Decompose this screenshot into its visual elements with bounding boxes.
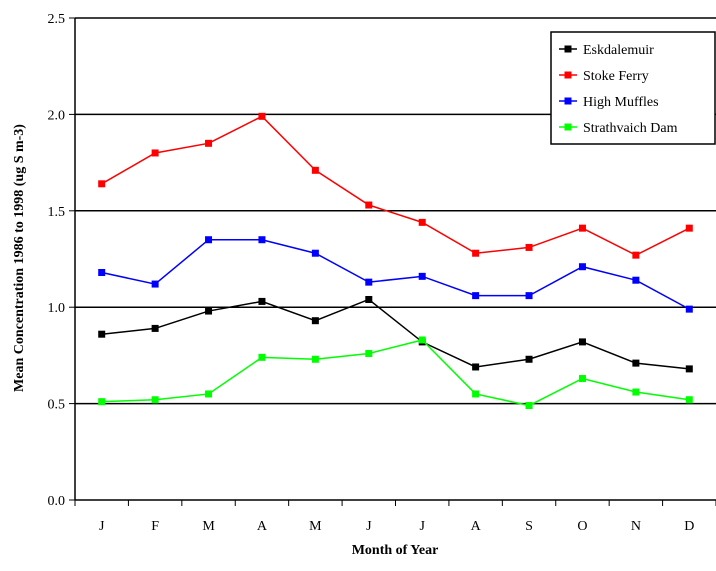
- series: [98, 113, 693, 409]
- data-point-high-muffles: [205, 236, 212, 243]
- legend-label-stoke-ferry: Stoke Ferry: [583, 69, 649, 84]
- data-point-eskdalemuir: [526, 356, 533, 363]
- y-axis-title: Mean Concentration 1986 to 1998 (ug S m-…: [12, 124, 27, 392]
- data-point-stoke-ferry: [632, 252, 639, 259]
- data-point-high-muffles: [312, 250, 319, 257]
- data-point-eskdalemuir: [632, 360, 639, 367]
- data-point-strathvaich-dam: [152, 396, 159, 403]
- data-point-high-muffles: [152, 281, 159, 288]
- legend: Eskdalemuir Stoke Ferry High Muffles Strath…: [551, 32, 715, 144]
- data-point-strathvaich-dam: [419, 336, 426, 343]
- y-tick-label: 1.0: [48, 301, 66, 316]
- data-point-eskdalemuir: [152, 325, 159, 332]
- data-point-eskdalemuir: [312, 317, 319, 324]
- data-point-stoke-ferry: [419, 219, 426, 226]
- data-point-high-muffles: [258, 236, 265, 243]
- data-point-high-muffles: [419, 273, 426, 280]
- data-point-eskdalemuir: [98, 331, 105, 338]
- data-point-eskdalemuir: [579, 338, 586, 345]
- x-tick-label: S: [525, 519, 533, 534]
- x-tick-label: A: [471, 519, 482, 534]
- series-line-high-muffles: [102, 240, 690, 309]
- data-point-strathvaich-dam: [365, 350, 372, 357]
- data-point-high-muffles: [365, 279, 372, 286]
- data-point-high-muffles: [526, 292, 533, 299]
- data-point-high-muffles: [98, 269, 105, 276]
- y-tick-label: 1.5: [48, 205, 66, 220]
- data-point-eskdalemuir: [686, 365, 693, 372]
- data-point-eskdalemuir: [258, 298, 265, 305]
- x-tick-label: D: [684, 519, 694, 534]
- x-axis-title: Month of Year: [352, 543, 439, 558]
- legend-label-eskdalemuir: Eskdalemuir: [583, 43, 654, 58]
- series-line-eskdalemuir: [102, 299, 690, 368]
- data-point-high-muffles: [686, 306, 693, 313]
- data-point-stoke-ferry: [98, 180, 105, 187]
- data-point-stoke-ferry: [205, 140, 212, 147]
- data-point-stoke-ferry: [312, 167, 319, 174]
- data-point-strathvaich-dam: [686, 396, 693, 403]
- data-point-stoke-ferry: [472, 250, 479, 257]
- legend-label-high-muffles: High Muffles: [583, 95, 659, 110]
- legend-swatch-marker-stoke-ferry: [565, 72, 572, 79]
- data-point-strathvaich-dam: [526, 402, 533, 409]
- legend-swatch-marker-eskdalemuir: [565, 46, 572, 53]
- data-point-strathvaich-dam: [579, 375, 586, 382]
- data-point-high-muffles: [472, 292, 479, 299]
- x-tick-label: F: [151, 519, 159, 534]
- data-point-eskdalemuir: [365, 296, 372, 303]
- data-point-strathvaich-dam: [258, 354, 265, 361]
- x-tick-label: N: [631, 519, 641, 534]
- y-tick-label: 2.5: [48, 12, 66, 27]
- data-point-stoke-ferry: [365, 202, 372, 209]
- data-point-high-muffles: [579, 263, 586, 270]
- data-point-eskdalemuir: [472, 363, 479, 370]
- x-tick-label: A: [257, 519, 268, 534]
- x-tick-label: J: [419, 519, 425, 534]
- data-point-strathvaich-dam: [472, 390, 479, 397]
- y-tick-label: 2.0: [48, 108, 66, 123]
- x-tick-label: M: [309, 519, 322, 534]
- x-tick-label: O: [577, 519, 587, 534]
- data-point-high-muffles: [632, 277, 639, 284]
- data-point-stoke-ferry: [152, 149, 159, 156]
- data-point-strathvaich-dam: [205, 390, 212, 397]
- data-point-stoke-ferry: [526, 244, 533, 251]
- data-point-stoke-ferry: [258, 113, 265, 120]
- x-tick-label: M: [202, 519, 215, 534]
- legend-swatch-marker-strathvaich-dam: [565, 124, 572, 131]
- y-tick-label: 0.5: [48, 398, 66, 413]
- y-tick-label: 0.0: [48, 494, 66, 509]
- data-point-stoke-ferry: [579, 225, 586, 232]
- data-point-stoke-ferry: [686, 225, 693, 232]
- legend-swatch-marker-high-muffles: [565, 98, 572, 105]
- data-point-eskdalemuir: [205, 308, 212, 315]
- x-tick-label: J: [366, 519, 372, 534]
- data-point-strathvaich-dam: [312, 356, 319, 363]
- data-point-strathvaich-dam: [632, 389, 639, 396]
- legend-label-strathvaich-dam: Strathvaich Dam: [583, 121, 678, 136]
- data-point-strathvaich-dam: [98, 398, 105, 405]
- x-tick-label: J: [99, 519, 105, 534]
